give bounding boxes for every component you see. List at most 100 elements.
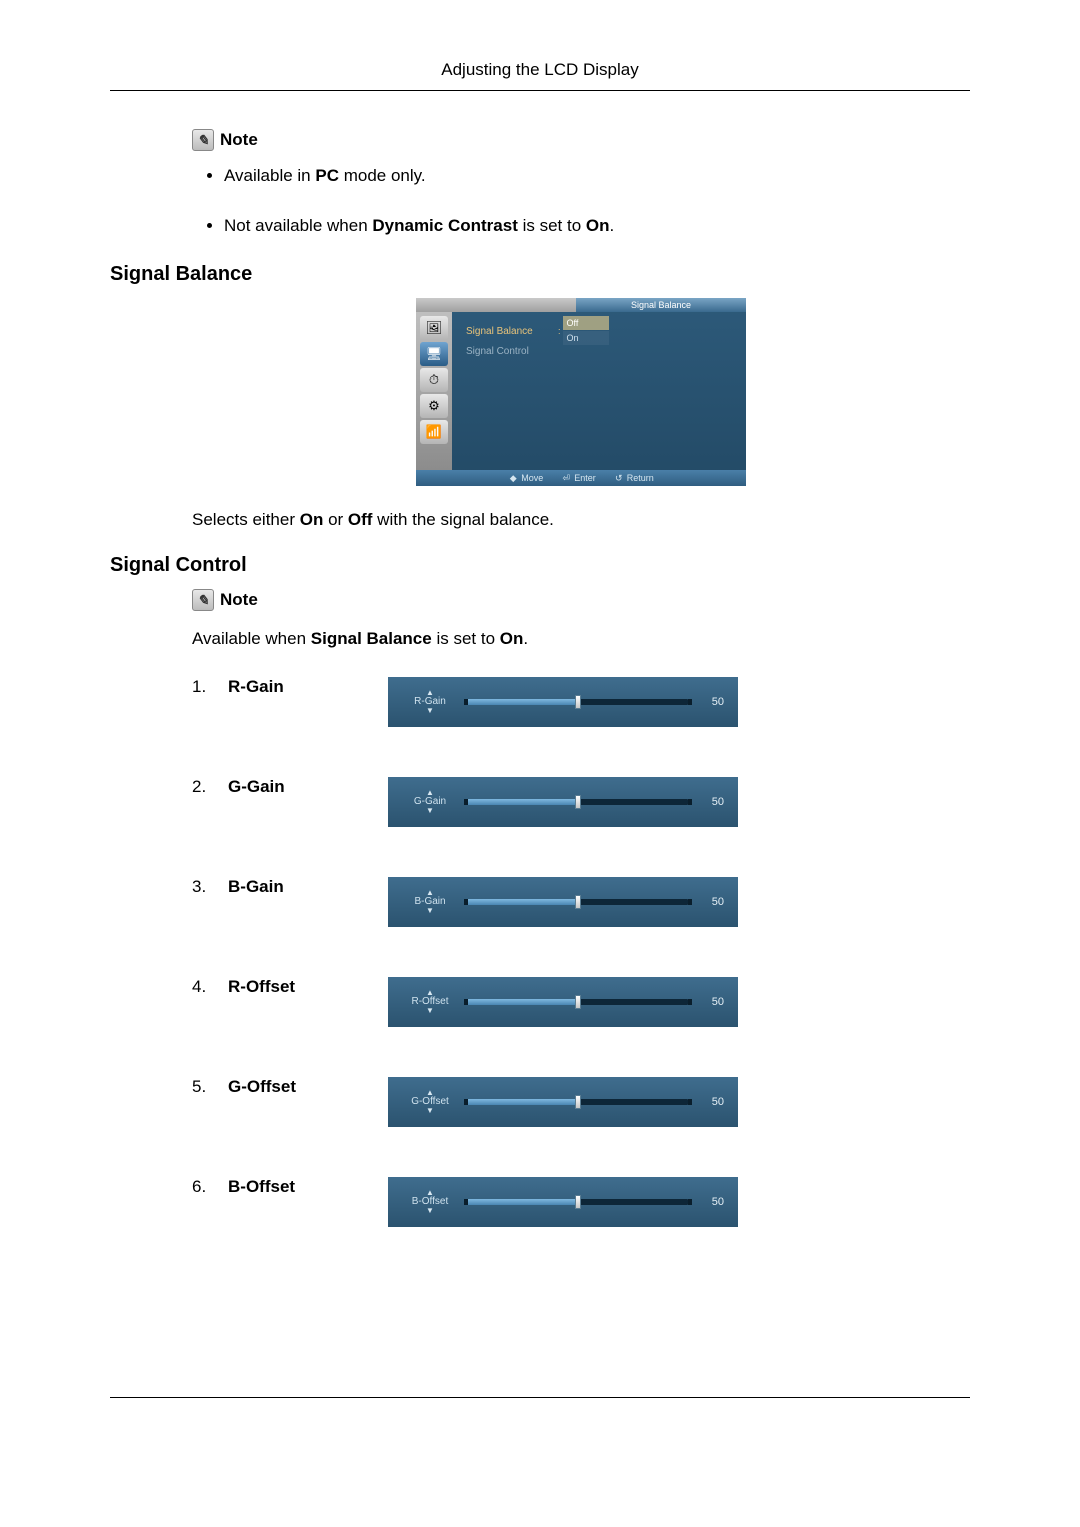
down-arrow-icon[interactable]: ▼	[426, 1207, 434, 1215]
control-number: 6.	[192, 1177, 210, 1227]
control-left: 3. B-Gain	[192, 877, 388, 927]
slider-label-col: ▲G-Gain▼	[402, 789, 458, 815]
signal-balance-desc: Selects either On or Off with the signal…	[192, 510, 970, 530]
control-item: 3. B-Gain ▲B-Gain▼50	[192, 877, 970, 927]
slider-thumb[interactable]	[575, 995, 581, 1009]
down-arrow-icon[interactable]: ▼	[426, 707, 434, 715]
control-item: 6.B-Offset ▲B-Offset▼ 50	[192, 1177, 970, 1227]
text-bold: Signal Balance	[311, 629, 432, 648]
control-number: 3.	[192, 877, 210, 927]
osd-sidebar: 🖼🖥⏱⚙📶	[416, 312, 452, 470]
osd-row: Signal Balance : OffOn	[466, 322, 746, 340]
slider-fill	[468, 999, 578, 1005]
slider-thumb[interactable]	[575, 895, 581, 909]
slider-endcap	[688, 699, 692, 705]
text-bold: Off	[348, 510, 373, 529]
slider-label-col: ▲B-Offset▼	[402, 1189, 458, 1215]
control-item: 1.R-Gain▲R-Gain▼50	[192, 677, 970, 727]
osd-menu: Signal Balance 🖼🖥⏱⚙📶 Signal Balance : Of…	[416, 298, 746, 486]
slider-endcap	[688, 1099, 692, 1105]
control-slider-panel: ▲B-Gain▼50	[388, 877, 738, 927]
text: is set to	[432, 629, 500, 648]
osd-option[interactable]: Off	[563, 316, 609, 330]
control-name: G-Gain	[228, 777, 285, 827]
control-name: B-Gain	[228, 877, 284, 927]
slider-label-col: ▲G-Offset▼	[402, 1089, 458, 1115]
heading-signal-control: Signal Control	[110, 554, 970, 577]
text: or	[323, 510, 348, 529]
control-left: 2. G-Gain	[192, 777, 388, 827]
control-left: 5. G-Offset	[192, 1077, 388, 1127]
slider-thumb[interactable]	[575, 695, 581, 709]
osd-row-label: Signal Balance	[466, 326, 558, 337]
control-slider-panel: ▲B-Offset▼ 50	[388, 1177, 738, 1227]
control-item: 2. G-Gain ▲G-Gain▼ 50	[192, 777, 970, 827]
slider-fill	[468, 899, 578, 905]
down-arrow-icon[interactable]: ▼	[426, 1107, 434, 1115]
control-item: 5. G-Offset ▲G-Offset▼ 50	[192, 1077, 970, 1127]
slider-value: 50	[698, 1096, 724, 1108]
osd-sidebar-icon[interactable]: 📶	[420, 420, 448, 444]
slider-fill	[468, 1099, 578, 1105]
slider-thumb[interactable]	[575, 1195, 581, 1209]
control-left: 6.B-Offset	[192, 1177, 388, 1227]
note-label: Note	[220, 590, 258, 610]
text: .	[610, 216, 615, 235]
text-bold: On	[586, 216, 610, 235]
slider-value: 50	[698, 796, 724, 808]
footer-rule	[110, 1397, 970, 1398]
page-title: Adjusting the LCD Display	[441, 60, 638, 79]
osd-footer-item: ⏎Enter	[561, 473, 596, 483]
slider-label-col: ▲B-Gain▼	[402, 889, 458, 915]
controls-list: 1.R-Gain▲R-Gain▼502.G-Gain▲G-Gain▼503.B-…	[192, 677, 970, 1227]
osd-main: Signal Balance : OffOn Signal Control	[452, 312, 746, 470]
osd-screenshot-wrap: Signal Balance 🖼🖥⏱⚙📶 Signal Balance : Of…	[192, 298, 970, 486]
osd-row-label: Signal Control	[466, 346, 558, 357]
text: mode only.	[339, 166, 426, 185]
osd-body: 🖼🖥⏱⚙📶 Signal Balance : OffOn Signal Cont…	[416, 312, 746, 470]
osd-option[interactable]: On	[563, 331, 609, 345]
note-icon: ✎	[192, 129, 214, 151]
control-number: 4.	[192, 977, 210, 1027]
control-number: 1.	[192, 677, 210, 727]
text: .	[523, 629, 528, 648]
slider-thumb[interactable]	[575, 795, 581, 809]
control-slider-panel: ▲G-Gain▼ 50	[388, 777, 738, 827]
arrow-icon: :	[558, 326, 561, 336]
text: Selects either	[192, 510, 300, 529]
slider-track[interactable]	[468, 899, 688, 905]
down-arrow-icon[interactable]: ▼	[426, 807, 434, 815]
osd-title: Signal Balance	[576, 298, 746, 312]
content: ✎ Note Available in PC mode only. Not av…	[110, 129, 970, 1227]
slider-track[interactable]	[468, 699, 688, 705]
slider-label-col: ▲R-Offset▼	[402, 989, 458, 1015]
osd-sidebar-icon[interactable]: ⏱	[420, 368, 448, 392]
note-bullets: Available in PC mode only. Not available…	[192, 165, 970, 237]
slider-label-col: ▲R-Gain▼	[402, 689, 458, 715]
control-number: 2.	[192, 777, 210, 827]
text: is set to	[518, 216, 586, 235]
control-slider-panel: ▲R-Offset▼50	[388, 977, 738, 1027]
down-arrow-icon[interactable]: ▼	[426, 1007, 434, 1015]
text: with the signal balance.	[372, 510, 553, 529]
slider-value: 50	[698, 1196, 724, 1208]
osd-options: OffOn	[563, 316, 609, 346]
slider-thumb[interactable]	[575, 1095, 581, 1109]
osd-sidebar-icon[interactable]: 🖼	[420, 316, 448, 340]
slider-value: 50	[698, 696, 724, 708]
slider-track[interactable]	[468, 799, 688, 805]
slider-fill	[468, 799, 578, 805]
control-number: 5.	[192, 1077, 210, 1127]
osd-footer-item: ◆Move	[508, 473, 543, 483]
down-arrow-icon[interactable]: ▼	[426, 907, 434, 915]
osd-sidebar-icon[interactable]: ⚙	[420, 394, 448, 418]
control-name: G-Offset	[228, 1077, 296, 1127]
nav-icon: ↺	[614, 473, 624, 483]
slider-track[interactable]	[468, 1099, 688, 1105]
nav-icon: ⏎	[561, 473, 571, 483]
slider-fill	[468, 699, 578, 705]
slider-endcap	[688, 899, 692, 905]
slider-track[interactable]	[468, 1199, 688, 1205]
slider-track[interactable]	[468, 999, 688, 1005]
osd-sidebar-icon[interactable]: 🖥	[420, 342, 448, 366]
